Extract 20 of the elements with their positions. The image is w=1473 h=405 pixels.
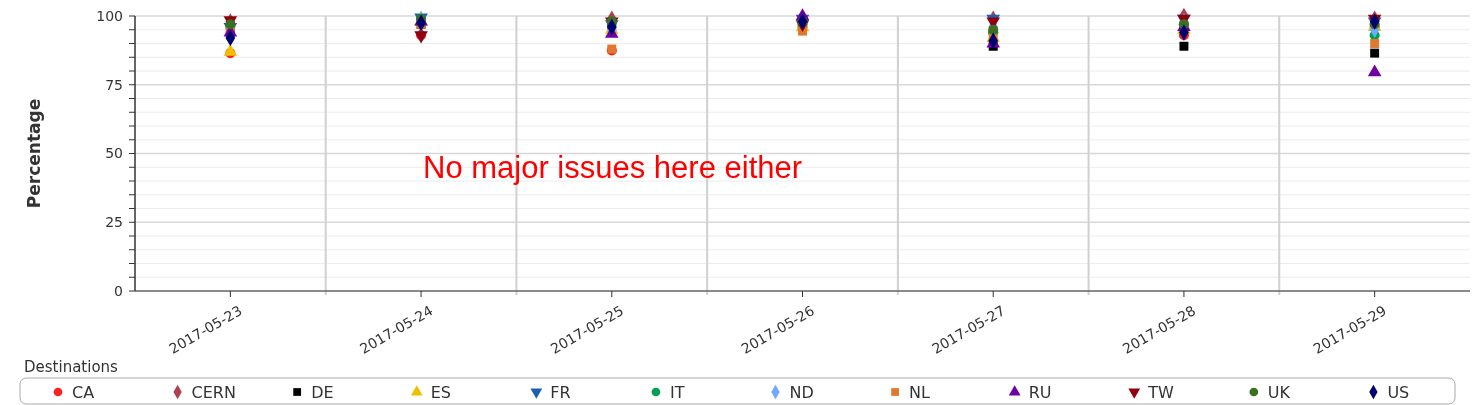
legend-label: RU <box>1028 382 1052 402</box>
y-axis-title: Percentage <box>24 98 44 209</box>
y-tick-label: 25 <box>105 214 123 231</box>
legend-label: ND <box>789 382 814 402</box>
legend-label: NL <box>909 382 931 402</box>
legend-label: US <box>1387 382 1410 402</box>
y-tick-label: 50 <box>105 145 123 162</box>
legend-title: Destinations <box>24 358 119 376</box>
legend-label: CERN <box>191 382 236 402</box>
annotation: No major issues here either <box>423 150 803 185</box>
y-tick-label: 75 <box>105 76 123 93</box>
legend-label: FR <box>550 382 571 402</box>
legend-label: TW <box>1147 382 1175 402</box>
legend-label: DE <box>311 382 334 402</box>
legend-label: UK <box>1267 382 1291 402</box>
legend-label: ES <box>430 382 452 402</box>
legend-label: IT <box>669 382 685 402</box>
legend-label: CA <box>72 382 95 402</box>
y-tick-label: 0 <box>114 282 123 299</box>
y-tick-label: 100 <box>96 7 123 24</box>
